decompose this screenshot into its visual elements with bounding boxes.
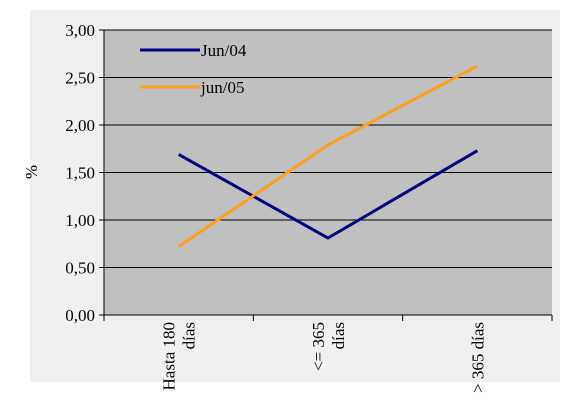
x-category-label: Hasta 180 días: [160, 322, 199, 390]
x-category-label: <= 365 días: [309, 322, 348, 371]
y-tick-label: 1,50: [65, 164, 95, 183]
y-tick-label: 2,00: [65, 116, 95, 135]
y-tick-label: 2,50: [65, 69, 95, 88]
series-line: [177, 64, 479, 248]
y-tick-label: 3,00: [65, 21, 95, 40]
legend-label: Jun/04: [201, 41, 247, 60]
series-line: [177, 149, 479, 240]
y-tick-label: 0,50: [65, 259, 95, 278]
y-axis-label: %: [22, 165, 41, 179]
x-category-label-line: > 365 días: [468, 322, 487, 393]
x-category-label-line: <= 365: [309, 322, 328, 371]
y-tick-label: 0,00: [65, 306, 95, 325]
legend-label: jun/05: [200, 78, 244, 97]
gridlines: [104, 29, 552, 268]
y-axis-ticks: 0,00 0,50 1,00 1,50 2,00 2,50 3,00: [65, 21, 104, 325]
x-category-label-line: días: [180, 322, 199, 349]
x-category-label: > 365 días: [468, 322, 487, 393]
x-category-label-line: Hasta 180: [160, 322, 179, 390]
y-tick-label: 1,00: [65, 211, 95, 230]
x-category-label-line: días: [329, 322, 348, 349]
x-axis-ticks: Hasta 180 días <= 365 días > 365 días: [103, 315, 553, 393]
series-lines: [177, 64, 479, 248]
legend: Jun/04 jun/05: [140, 41, 247, 97]
